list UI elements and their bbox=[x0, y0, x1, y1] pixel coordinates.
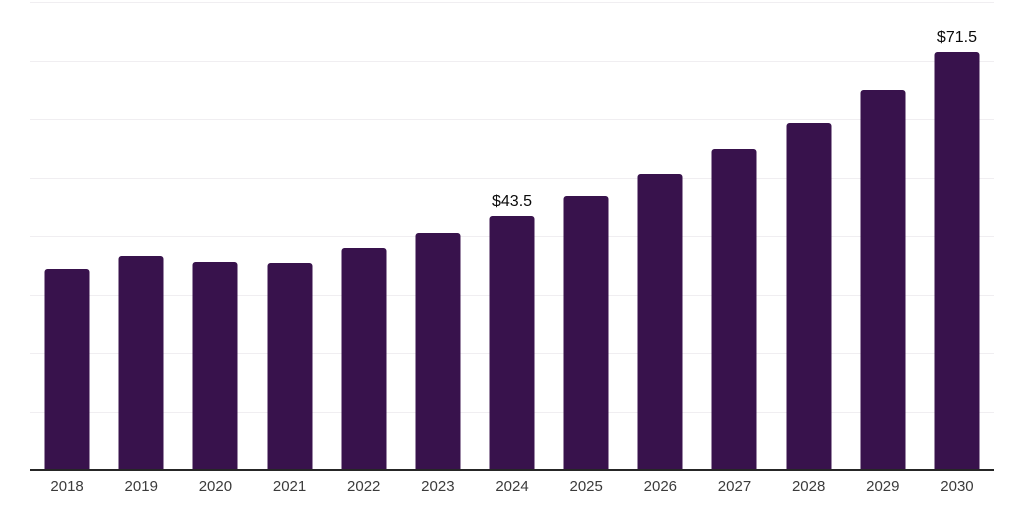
x-tick-label-2030: 2030 bbox=[940, 478, 974, 495]
gridline-80 bbox=[30, 2, 994, 3]
x-tick-label-2023: 2023 bbox=[421, 478, 455, 495]
bar-slot-2024: $43.5 bbox=[475, 2, 549, 470]
bar-slot-2020 bbox=[178, 2, 252, 470]
bar-2020[interactable] bbox=[192, 261, 238, 470]
bar-2028[interactable] bbox=[786, 122, 832, 470]
bar-2030[interactable] bbox=[934, 51, 980, 470]
bar-2019[interactable] bbox=[118, 256, 164, 470]
bar-slot-2021 bbox=[252, 2, 326, 470]
bar-slot-2025 bbox=[549, 2, 623, 470]
bar-slot-2023 bbox=[401, 2, 475, 470]
data-label-2030: $71.5 bbox=[936, 28, 977, 46]
plot-area: $43.5 $71.5 bbox=[30, 2, 994, 471]
x-tick-label-2020: 2020 bbox=[198, 478, 233, 495]
x-tick-label-2018: 2018 bbox=[50, 478, 84, 495]
bar-2025[interactable] bbox=[563, 196, 609, 470]
x-axis-line bbox=[30, 469, 994, 471]
x-tick-label-2024: 2024 bbox=[495, 478, 529, 495]
x-tick-label-2021: 2021 bbox=[272, 478, 307, 495]
gridline-60 bbox=[30, 119, 994, 120]
gridline-70 bbox=[30, 60, 994, 62]
gridline-50 bbox=[30, 177, 994, 179]
bar-slot-2029 bbox=[846, 2, 920, 470]
data-label-2024: $43.5 bbox=[491, 192, 533, 210]
bar-2023[interactable] bbox=[415, 233, 461, 470]
x-tick-label-2029: 2029 bbox=[866, 478, 900, 495]
x-tick-label-2027: 2027 bbox=[717, 478, 752, 495]
bar-slot-2027 bbox=[697, 2, 771, 470]
bar-slot-2019 bbox=[104, 2, 178, 470]
bar-slot-2026 bbox=[623, 2, 697, 470]
x-axis-tick-labels: 2018 2019 2020 2021 2022 2023 2024 2025 2026 2027… bbox=[30, 479, 994, 494]
bar-2018[interactable] bbox=[44, 269, 90, 470]
bar-2026[interactable] bbox=[637, 174, 683, 470]
bar-2029[interactable] bbox=[860, 89, 906, 470]
bar-slot-2028 bbox=[772, 2, 846, 470]
bar-2022[interactable] bbox=[341, 248, 387, 470]
x-tick-label-2022: 2022 bbox=[347, 478, 381, 495]
bars-layer: $43.5 $71.5 bbox=[30, 2, 994, 470]
bar-slot-2030: $71.5 bbox=[920, 2, 994, 470]
x-tick-label-2026: 2026 bbox=[643, 478, 678, 495]
x-tick-label-2028: 2028 bbox=[791, 478, 826, 495]
bar-slot-2018 bbox=[30, 2, 104, 470]
bar-2027[interactable] bbox=[711, 149, 757, 470]
bar-2021[interactable] bbox=[267, 262, 313, 470]
bar-slot-2022 bbox=[327, 2, 401, 470]
x-tick-label-2025: 2025 bbox=[569, 478, 603, 495]
bar-2024[interactable] bbox=[489, 215, 535, 470]
x-tick-label-2019: 2019 bbox=[124, 478, 158, 495]
